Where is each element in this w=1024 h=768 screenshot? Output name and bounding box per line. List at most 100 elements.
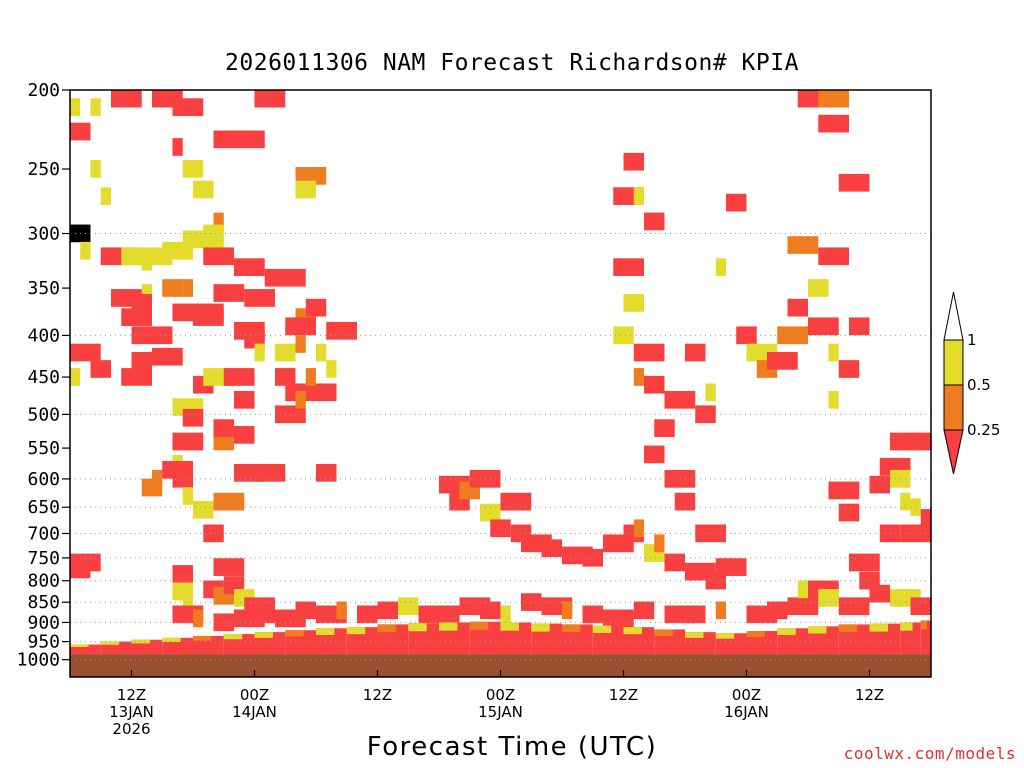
boundary-layer-top [223, 634, 243, 640]
y-tick-label: 250 [27, 159, 60, 180]
ri-cell [336, 601, 347, 620]
ri-cell [787, 597, 819, 616]
x-tick-label: 15JAN [478, 703, 523, 721]
y-tick-label: 400 [27, 325, 60, 346]
ri-cell [500, 605, 511, 624]
ri-cell [80, 241, 91, 260]
ri-cell [357, 605, 378, 624]
ri-cell [582, 548, 603, 567]
ri-cell [828, 343, 839, 362]
x-tick-label: 13JAN [109, 703, 154, 721]
ri-cell [910, 432, 931, 451]
ri-cell [70, 368, 81, 386]
ri-cell [818, 89, 849, 108]
ri-cell [316, 383, 337, 402]
ri-cell [295, 335, 306, 353]
ri-cell [121, 274, 132, 292]
boundary-layer-cell [70, 644, 101, 655]
ri-cell [254, 605, 275, 624]
ri-cell [141, 252, 152, 271]
x-axis-label: Forecast Time (UTC) [366, 732, 658, 762]
ri-cell [213, 492, 245, 511]
x-tick-label: 16JAN [724, 703, 769, 721]
ri-cell [633, 601, 655, 620]
ri-cell [131, 293, 152, 312]
ri-cell [818, 247, 849, 266]
ri-cell [182, 591, 193, 609]
ri-cell [787, 236, 819, 254]
ri-cell [131, 352, 152, 370]
boundary-layer-top [920, 620, 927, 630]
colorbar-label: 1 [967, 331, 977, 349]
ri-cell [480, 503, 501, 522]
boundary-layer-top [623, 627, 642, 635]
ri-cell [172, 138, 183, 156]
ri-cell [869, 475, 890, 494]
y-tick-label: 650 [27, 497, 60, 518]
boundary-layer-top [838, 624, 858, 633]
ri-cell [910, 597, 931, 616]
y-tick-label: 300 [27, 224, 60, 245]
ri-cell [685, 343, 706, 362]
ri-cell [234, 390, 255, 409]
colorbar-bin [943, 339, 964, 386]
ri-cell [172, 565, 193, 583]
ri-cell [828, 481, 860, 500]
ri-cell [213, 558, 245, 576]
ri-cell [828, 390, 839, 409]
ri-cell [244, 289, 275, 307]
ri-cell [736, 326, 757, 345]
ri-cell [849, 317, 870, 336]
x-tick-label: 12Z [609, 686, 638, 704]
x-tick-label: 14JAN [232, 703, 277, 721]
ri-cell [633, 519, 644, 538]
boundary-layer-top [592, 625, 612, 633]
ri-cell [111, 89, 142, 108]
boundary-layer-top [654, 629, 673, 636]
ri-cell [818, 589, 839, 607]
ri-cell [715, 558, 747, 576]
ri-cell [234, 258, 265, 277]
ri-cell [213, 284, 245, 302]
colorbar-bin [943, 384, 964, 431]
ri-cell [121, 368, 152, 386]
x-tick-label: 12Z [117, 686, 146, 704]
ri-cell [141, 478, 163, 497]
ri-cell [172, 432, 204, 451]
ri-cell [70, 343, 101, 362]
ri-cell [193, 308, 224, 326]
ri-cell [182, 408, 204, 427]
ri-cell [480, 601, 501, 620]
colorbar-bottom-arrow [943, 429, 964, 475]
y-tick-label: 600 [27, 469, 60, 490]
y-tick-label: 550 [27, 438, 60, 459]
ri-cell [182, 279, 193, 297]
ri-cell [90, 360, 111, 378]
colorbar-top-arrow [943, 291, 964, 341]
boundary-layer-top [746, 630, 765, 637]
ri-cell [849, 553, 880, 572]
ri-cell [305, 368, 316, 386]
boundary-layer-top [685, 632, 704, 638]
boundary-layer-top [562, 624, 581, 633]
ri-cell [141, 284, 152, 302]
boundary-layer-top [439, 622, 458, 631]
ri-cell [674, 492, 696, 511]
boundary-layer-top [715, 633, 735, 639]
ri-cell [838, 597, 870, 616]
ri-cell [275, 343, 296, 362]
boundary-layer-top [193, 635, 212, 641]
ri-cell [767, 601, 788, 620]
ri-cell [644, 212, 665, 231]
y-tick-label: 800 [27, 571, 60, 592]
credit-link[interactable]: coolwx.com/models [843, 744, 1016, 763]
ri-cell [223, 368, 255, 386]
ri-cell [100, 187, 111, 205]
x-tick-label: 12Z [855, 686, 884, 704]
boundary-layer-top [808, 626, 827, 634]
ri-cell [182, 487, 193, 505]
ri-cell [644, 375, 665, 394]
ri-cell [787, 298, 808, 317]
